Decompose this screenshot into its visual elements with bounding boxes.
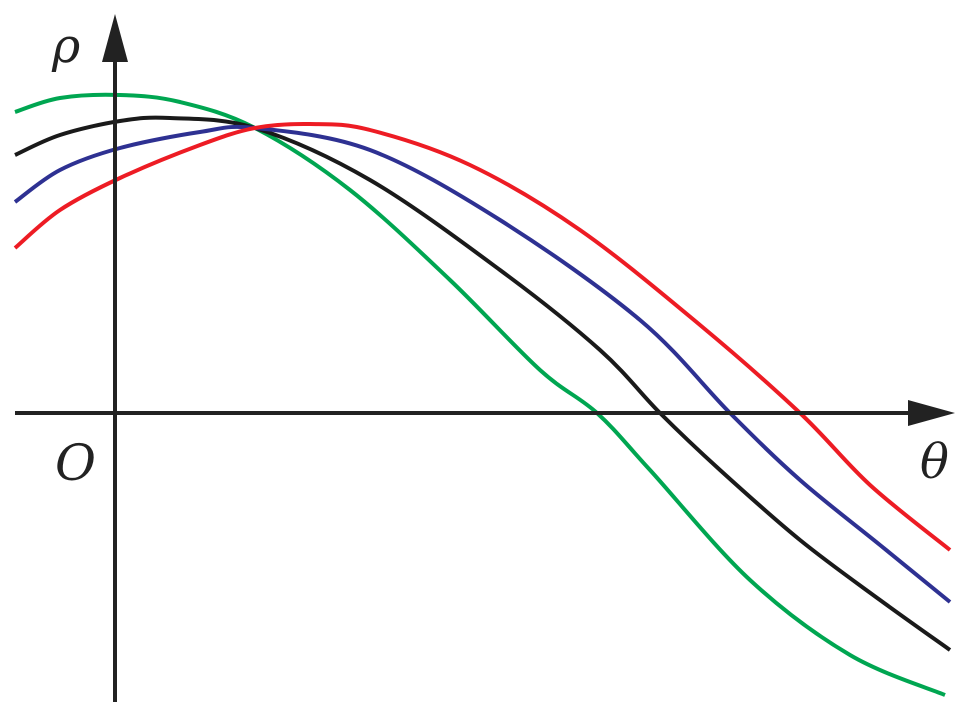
y-axis-arrow-icon: [102, 14, 128, 62]
series-line-2: [13, 124, 952, 604]
series-line-0: [14, 92, 946, 697]
series-line-3: [13, 121, 952, 552]
y-axis-label: ρ: [51, 18, 80, 74]
x-axis-label: θ: [920, 434, 949, 490]
origin-label: O: [55, 434, 96, 492]
x-axis-arrow-icon: [908, 400, 955, 426]
series-line-1: [14, 115, 952, 652]
